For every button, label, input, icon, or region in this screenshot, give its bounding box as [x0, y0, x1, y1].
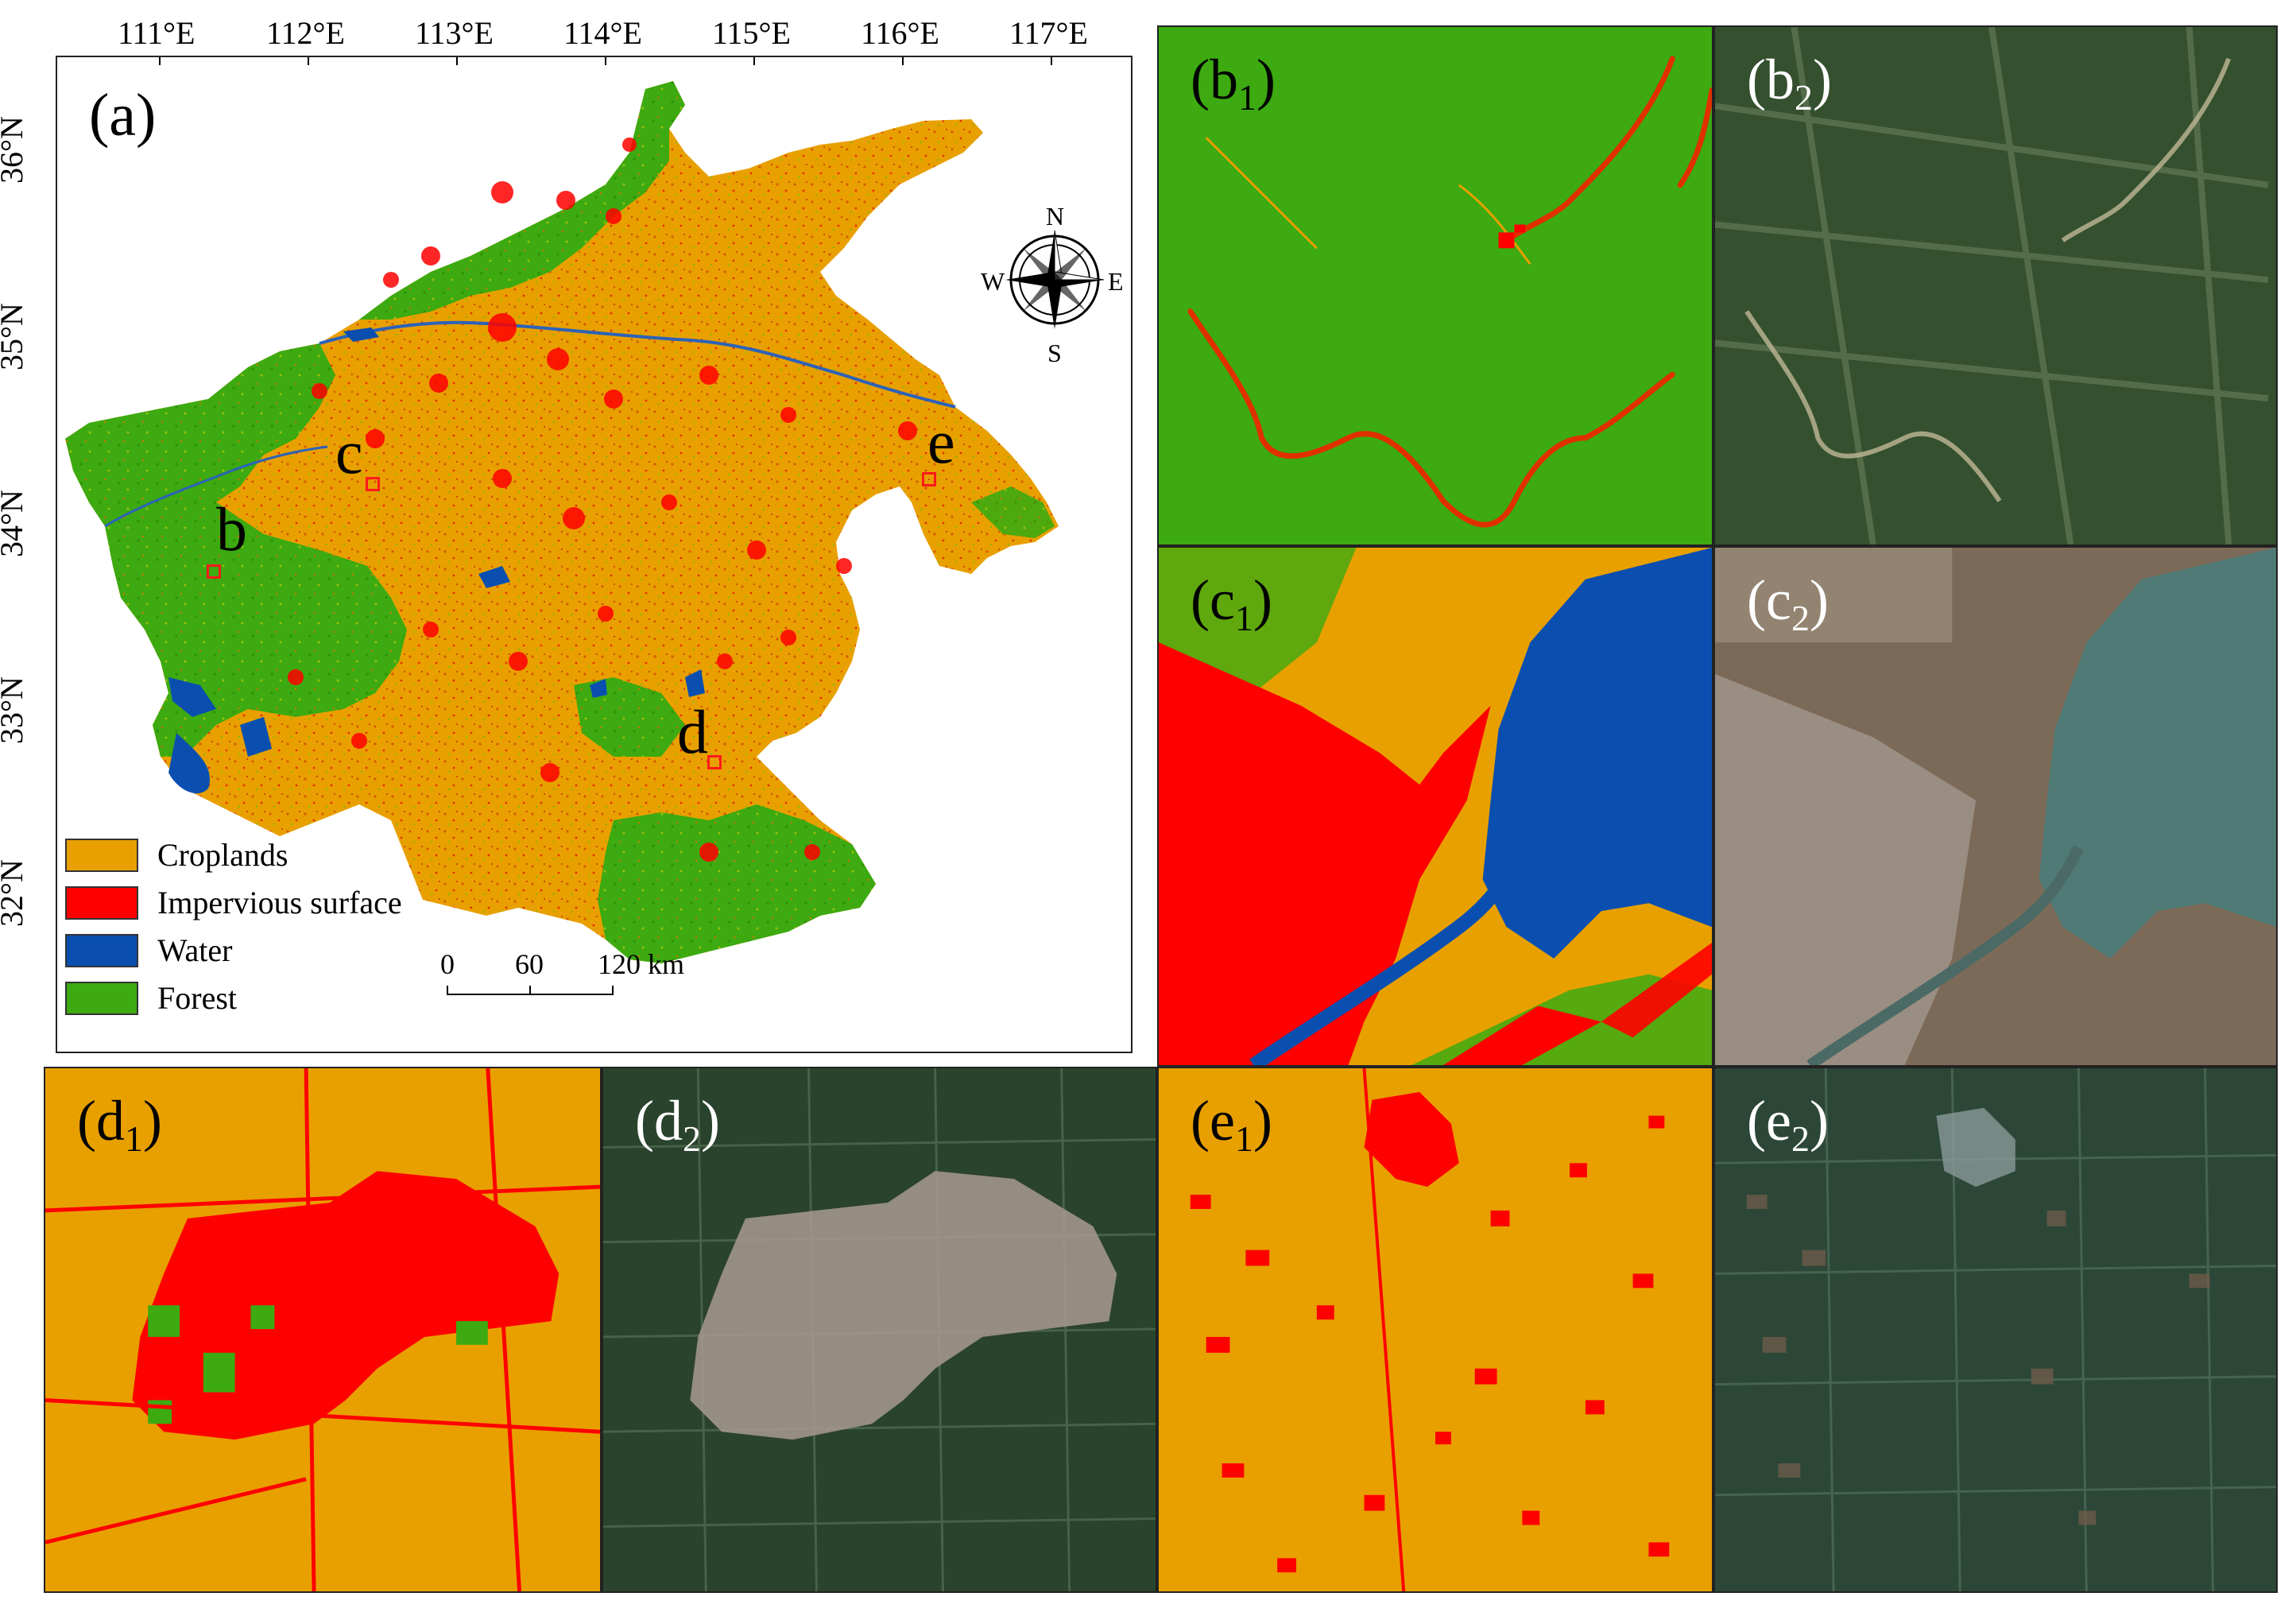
compass-n: N — [1046, 202, 1065, 231]
legend-swatch-croplands — [65, 838, 138, 872]
panel-d1: (d1) — [44, 1067, 602, 1593]
panel-label-c2: (c2) — [1747, 568, 1829, 638]
lon-label-111: 111°E — [118, 15, 196, 51]
reservoir-south — [685, 669, 705, 697]
site-label-d: d — [677, 697, 708, 766]
lon-label-112: 112°E — [266, 15, 345, 51]
b1-landcover — [1159, 27, 1712, 544]
panel-b1: (b1) — [1157, 25, 1713, 546]
site-box-b — [207, 564, 221, 579]
panel-label-e1: (e1) — [1191, 1089, 1272, 1159]
danjiangkou-reservoir — [168, 733, 210, 794]
lon-label-113: 113°E — [415, 15, 494, 51]
panel-c2: (c2) — [1713, 546, 2278, 1067]
legend-swatch-water — [65, 933, 138, 967]
henan-landcover-map — [65, 81, 1059, 963]
scale-bar: 0 60 120 km — [440, 948, 684, 1017]
compass-rose: N S E W — [979, 184, 1130, 367]
d1-landcover — [45, 1068, 600, 1591]
c2-satellite — [1715, 548, 2276, 1065]
lon-label-117: 117°E — [1009, 15, 1088, 51]
reservoir-southeast — [590, 679, 607, 698]
panel-label-d1: (d1) — [77, 1089, 162, 1159]
panel-label-d2: (d2) — [635, 1089, 720, 1159]
site-label-e: e — [927, 407, 955, 476]
reservoir-west — [168, 677, 216, 717]
legend-label-water: Water — [157, 932, 233, 968]
lat-label-34: 34°N — [0, 490, 29, 557]
northern-forest-strip — [359, 81, 685, 320]
lat-label-32: 32°N — [0, 859, 29, 927]
site-box-c — [366, 477, 380, 491]
main-map-frame: N S E W Croplands Impervious surface Wat… — [56, 56, 1133, 1053]
scale-label-0: 0 — [440, 948, 455, 980]
reservoir-southwest — [240, 717, 272, 757]
reservoir-central — [478, 566, 510, 588]
urban-clusters — [288, 138, 917, 862]
legend-item-forest: Forest — [65, 979, 237, 1017]
western-forest-region — [65, 343, 407, 757]
legend-swatch-impervious — [65, 885, 138, 920]
lon-label-115: 115°E — [712, 15, 791, 51]
panel-label-a: (a) — [89, 82, 157, 149]
legend-item-water: Water — [65, 932, 233, 969]
lon-label-116: 116°E — [861, 15, 939, 51]
east-forest-patch — [971, 486, 1055, 538]
panel-label-b1: (b1) — [1191, 48, 1276, 118]
lat-label-36: 36°N — [0, 116, 29, 184]
panel-d2: (d2) — [602, 1067, 1157, 1593]
legend-label-croplands: Croplands — [157, 837, 288, 873]
panel-e2: (e2) — [1713, 1067, 2278, 1593]
compass-e: E — [1108, 267, 1124, 296]
legend-item-impervious: Impervious surface — [65, 884, 402, 921]
lat-label-33: 33°N — [0, 676, 29, 744]
panel-e1: (e1) — [1157, 1067, 1713, 1593]
southern-forest-region — [598, 804, 876, 963]
legend-label-forest: Forest — [157, 980, 237, 1016]
panel-b2: (b2) — [1713, 25, 2278, 546]
lon-label-114: 114°E — [563, 15, 642, 51]
central-forest-patch — [574, 677, 685, 757]
legend-label-impervious: Impervious surface — [157, 885, 402, 920]
reservoir-north — [343, 327, 379, 342]
e1-landcover — [1159, 1068, 1712, 1591]
site-box-e — [922, 472, 936, 486]
western-river — [104, 445, 328, 528]
site-label-c: c — [335, 417, 363, 486]
c1-landcover — [1159, 548, 1712, 1065]
scale-label-120: 120 km — [598, 948, 685, 980]
panel-c1: (c1) — [1157, 546, 1713, 1067]
d2-satellite — [603, 1068, 1156, 1591]
yellow-river — [319, 320, 956, 409]
legend-item-croplands: Croplands — [65, 836, 288, 874]
province-croplands — [65, 81, 1059, 963]
site-box-d — [707, 755, 722, 769]
panel-label-c1: (c1) — [1191, 568, 1272, 638]
compass-w: W — [981, 267, 1005, 296]
compass-s: S — [1047, 339, 1062, 367]
scale-label-60: 60 — [515, 948, 544, 980]
legend-swatch-forest — [65, 981, 138, 1015]
site-label-b: b — [216, 494, 247, 564]
b2-satellite — [1715, 27, 2276, 544]
panel-label-b2: (b2) — [1747, 48, 1832, 118]
lat-label-35: 35°N — [0, 303, 29, 370]
e2-satellite — [1715, 1068, 2276, 1591]
panel-label-e2: (e2) — [1747, 1089, 1829, 1159]
